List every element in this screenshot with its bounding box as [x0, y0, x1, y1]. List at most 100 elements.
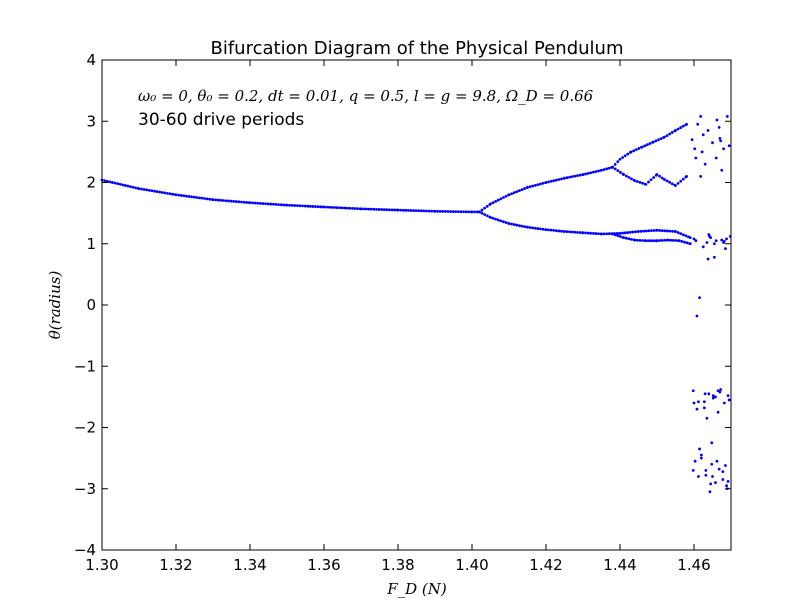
data-point	[197, 196, 201, 200]
data-point	[205, 197, 209, 201]
data-point	[602, 232, 606, 236]
data-point	[718, 137, 722, 140]
data-point	[110, 181, 114, 184]
data-point	[626, 231, 630, 234]
data-point	[621, 231, 624, 235]
data-point	[618, 170, 622, 174]
data-point	[714, 239, 718, 243]
data-point	[118, 182, 122, 186]
y-axis-label: θ(radius)	[46, 271, 64, 340]
x-tick-label: 1.40	[455, 556, 488, 574]
data-point	[367, 207, 371, 211]
y-tick-labels: 4 3 2 1 0 −1 −2 −3 −4	[74, 51, 96, 559]
data-point	[179, 194, 183, 197]
data-point	[171, 192, 175, 196]
data-point	[712, 255, 716, 259]
y-tick-label: −4	[74, 541, 96, 559]
data-point	[549, 228, 553, 232]
data-point	[629, 150, 633, 154]
data-point	[108, 180, 112, 184]
data-point	[412, 209, 415, 212]
data-point	[547, 228, 550, 232]
data-point	[692, 237, 696, 241]
data-point	[711, 475, 714, 478]
data-point	[155, 190, 159, 194]
data-point	[622, 173, 626, 176]
data-point	[676, 231, 680, 234]
data-point	[153, 189, 156, 193]
data-point	[240, 200, 243, 204]
parameters-annotation: ω₀ = 0, θ₀ = 0.2, dt = 0.01, q = 0.5, l …	[138, 87, 594, 105]
data-point	[584, 172, 587, 176]
data-point	[261, 202, 265, 205]
data-point	[269, 202, 273, 206]
data-point	[456, 210, 460, 214]
data-point	[721, 470, 725, 473]
data-point	[224, 199, 228, 203]
data-point	[670, 182, 674, 186]
data-point	[502, 196, 505, 199]
data-point	[677, 239, 681, 243]
data-point	[473, 210, 476, 214]
chart-title: Bifurcation Diagram of the Physical Pend…	[211, 38, 624, 59]
data-point	[311, 205, 315, 208]
data-point	[694, 156, 698, 160]
data-point	[668, 180, 671, 184]
data-point	[641, 181, 644, 185]
data-point	[232, 199, 236, 203]
data-point	[671, 229, 674, 233]
data-point	[528, 185, 532, 189]
data-point	[563, 176, 566, 180]
data-point	[654, 139, 658, 143]
data-point	[681, 124, 685, 128]
data-point	[356, 207, 360, 211]
data-point	[600, 168, 603, 172]
data-point	[648, 142, 652, 145]
data-point	[649, 178, 653, 182]
data-point	[563, 230, 566, 233]
data-point	[727, 144, 731, 148]
data-point	[271, 202, 275, 206]
data-point	[510, 222, 513, 226]
data-point	[639, 229, 643, 233]
data-point	[414, 209, 418, 213]
data-point	[663, 238, 667, 242]
data-point	[584, 231, 587, 235]
data-point	[703, 162, 707, 166]
data-point	[441, 210, 445, 213]
data-point	[229, 199, 233, 203]
data-point	[105, 179, 109, 183]
data-point	[576, 174, 579, 178]
data-point	[685, 241, 689, 245]
data-point	[192, 195, 196, 199]
data-point	[485, 214, 489, 218]
data-point	[295, 204, 299, 208]
data-point	[396, 208, 400, 212]
data-point	[430, 209, 434, 213]
data-point	[377, 208, 381, 211]
data-point	[602, 168, 606, 171]
data-point	[717, 125, 721, 129]
data-point	[126, 184, 130, 188]
data-point	[419, 209, 423, 213]
data-point	[693, 147, 697, 151]
data-point	[385, 208, 389, 212]
data-point	[393, 208, 397, 212]
data-point	[690, 138, 694, 142]
data-point	[234, 200, 238, 203]
data-point	[541, 181, 545, 185]
data-point	[216, 198, 220, 202]
data-point	[449, 210, 452, 213]
data-point	[322, 205, 326, 209]
data-point	[698, 447, 701, 451]
x-axis-label: F_D (N)	[386, 580, 447, 598]
data-point	[573, 230, 577, 234]
data-point	[570, 175, 574, 179]
data-point	[237, 200, 241, 204]
data-point	[649, 239, 653, 243]
data-point	[399, 208, 402, 212]
data-point	[632, 149, 636, 153]
data-point	[597, 169, 600, 173]
data-point	[560, 177, 563, 181]
data-point	[372, 207, 376, 211]
